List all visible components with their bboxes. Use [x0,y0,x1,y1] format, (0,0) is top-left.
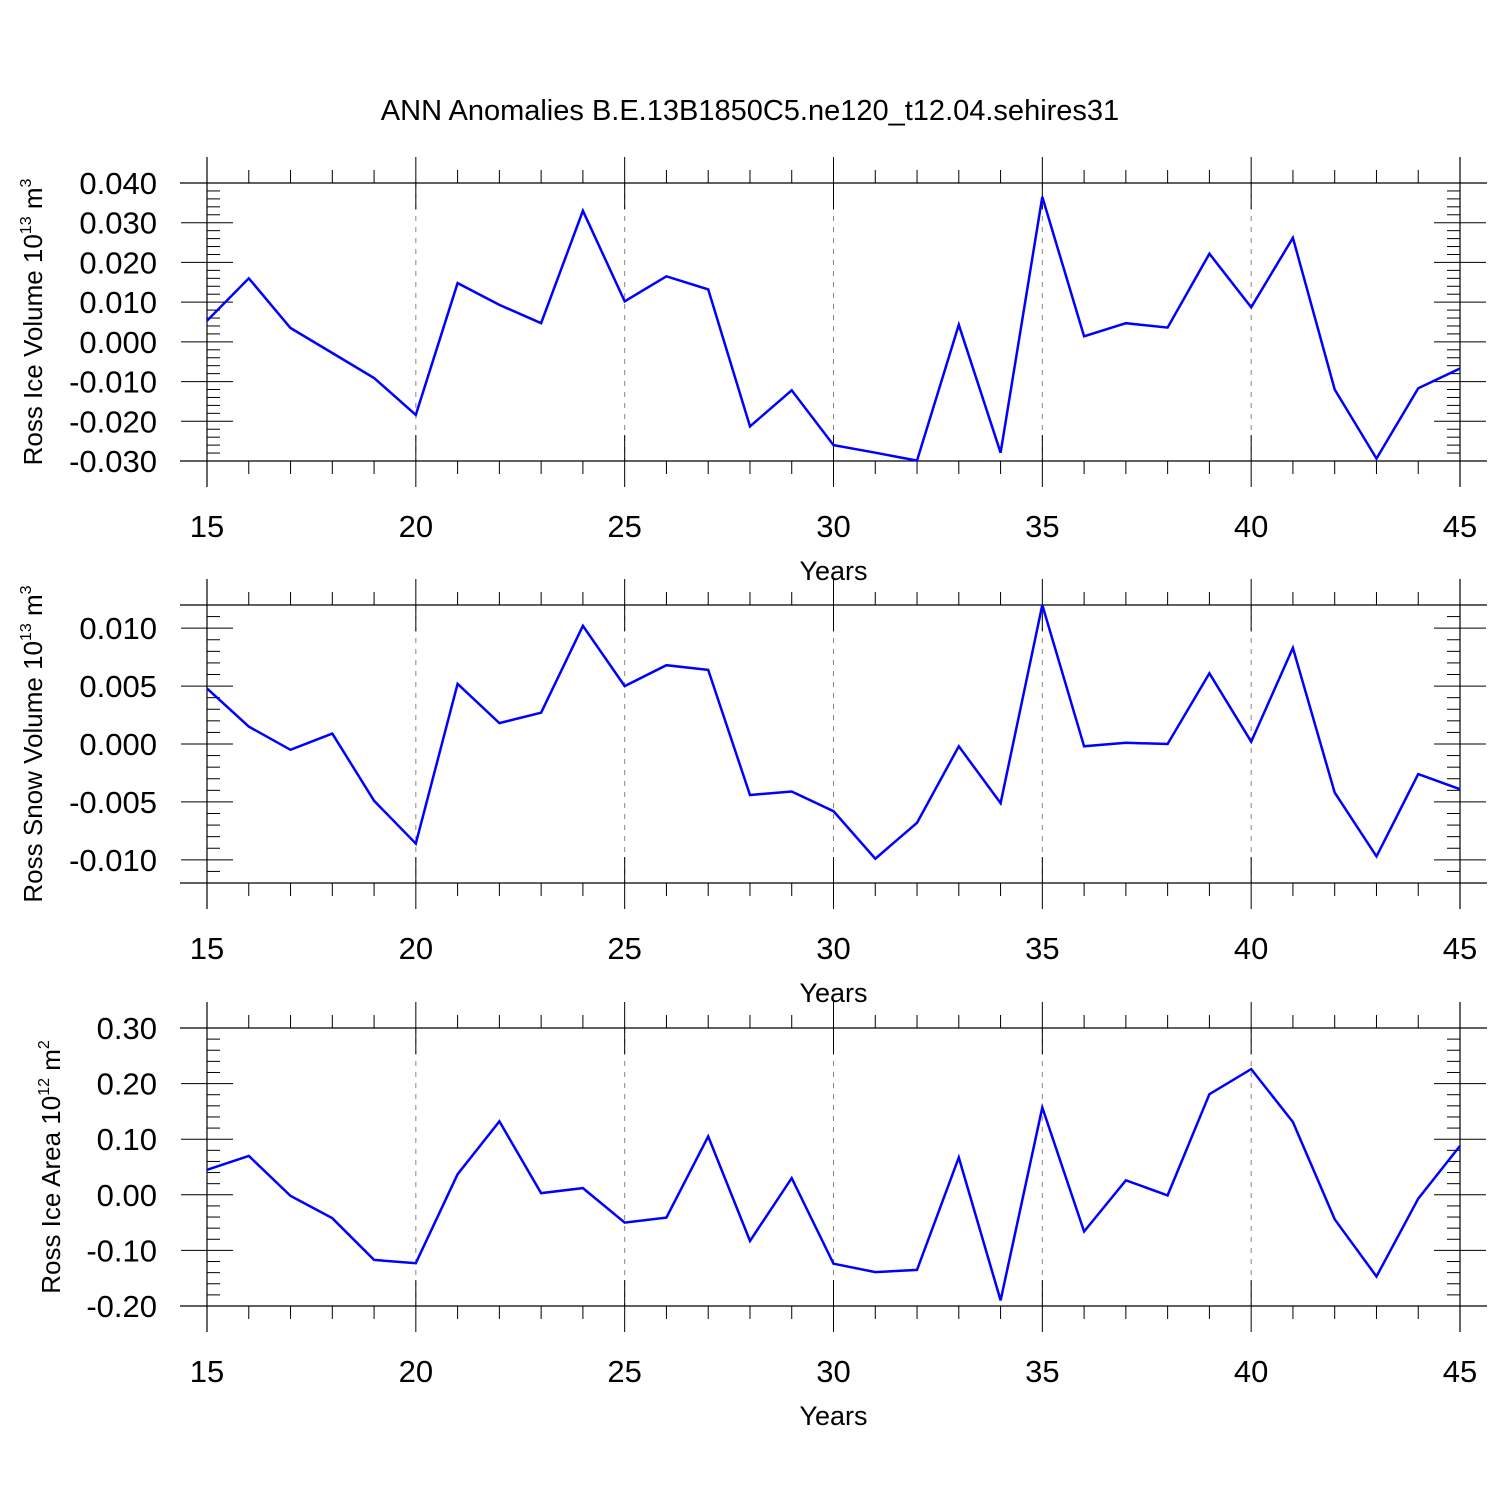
y-tick-label: 0.000 [79,325,157,360]
y-tick-label: 0.00 [97,1178,157,1213]
y-axis-title-unit-exponent: 3 [18,585,35,594]
y-tick-label: 0.20 [97,1067,157,1102]
x-tick-label: 35 [1025,509,1059,544]
y-tick-label: 0.010 [79,611,157,646]
panel-ross-snow-volume: -0.010 -0.005 0.000 0.005 0.010 15 20 25 30 35 40 4… [18,579,1487,1008]
y-tick-label: 0.005 [79,669,157,704]
y-tick-label: 0.10 [97,1122,157,1157]
y-tick-label: 0.010 [79,285,157,320]
x-tick-label: 30 [816,1354,850,1389]
y-axis-title: Ross Ice Volume 1013 m3 [18,178,48,465]
y-tick-label: 0.30 [97,1011,157,1046]
x-tick-label: 45 [1443,1354,1477,1389]
y-tick-label: -0.010 [69,365,157,400]
panel-ross-ice-volume: -0.030 -0.020 -0.010 0.000 0.010 0.020 0.030 0.… [18,157,1487,586]
y-axis-title-exponent: 13 [18,216,35,234]
y-axis-title-exponent: 13 [18,623,35,641]
y-axis-title-main: Ross Ice Volume 10 [18,234,48,465]
y-tick-label: -0.010 [69,843,157,878]
y-axis-title-main: Ross Snow Volume 10 [18,641,48,903]
x-tick-label: 20 [399,1354,433,1389]
y-tick-label: -0.10 [86,1233,157,1268]
x-tick-label: 30 [816,931,850,966]
x-tick-label: 40 [1234,509,1268,544]
x-tick-label: 45 [1443,509,1477,544]
x-tick-label: 25 [607,509,641,544]
y-tick-label: 0.020 [79,245,157,280]
y-tick-label: -0.005 [69,785,157,820]
y-axis-title-main: Ross Ice Area 10 [36,1096,66,1294]
y-tick-label: 0.040 [79,166,157,201]
x-tick-label: 45 [1443,931,1477,966]
y-axis-title: Ross Snow Volume 1013 m3 [18,585,48,902]
x-tick-label: 35 [1025,1354,1059,1389]
x-tick-label: 25 [607,931,641,966]
x-tick-label: 35 [1025,931,1059,966]
y-axis-title-exponent: 12 [36,1078,53,1096]
x-tick-label: 15 [190,931,224,966]
figure-title: ANN Anomalies B.E.13B1850C5.ne120_t12.04… [380,95,1120,127]
y-tick-label: 0.030 [79,206,157,241]
x-tick-label: 40 [1234,1354,1268,1389]
x-tick-label: 20 [399,931,433,966]
y-axis-title-unit: m [36,1049,66,1078]
x-axis-title: Years [799,1401,867,1431]
series-line-ross-ice-area [206,1067,1461,1301]
x-tick-label: 40 [1234,931,1268,966]
series-line-ross-ice-volume [206,196,1461,463]
y-axis-title-unit-exponent: 3 [18,178,35,187]
x-tick-label: 25 [607,1354,641,1389]
y-tick-label: -0.020 [69,404,157,439]
x-tick-label: 30 [816,509,850,544]
y-axis-title-unit: m [18,187,48,216]
y-tick-label: -0.030 [69,444,157,479]
x-tick-label: 15 [190,509,224,544]
y-tick-label: -0.20 [86,1289,157,1324]
y-axis-title: Ross Ice Area 1012 m2 [36,1040,66,1294]
series-line-ross-snow-volume [206,604,1461,861]
panel-ross-ice-area: -0.20 -0.10 0.00 0.10 0.20 0.30 15 20 25 30 35 40 45… [36,1002,1487,1431]
y-axis-title-unit-exponent: 2 [36,1040,53,1049]
y-axis-title-unit: m [18,594,48,623]
x-tick-label: 15 [190,1354,224,1389]
y-tick-label: 0.000 [79,727,157,762]
x-tick-label: 20 [399,509,433,544]
